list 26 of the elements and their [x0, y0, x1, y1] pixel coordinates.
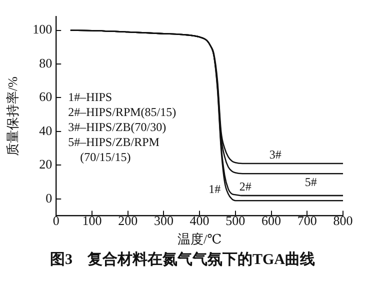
y-tick-label: 0: [46, 190, 52, 206]
x-tick-label: 800: [333, 213, 353, 228]
x-axis-title: 温度/℃: [177, 232, 222, 247]
x-tick-label: 100: [82, 213, 102, 228]
series-label: 3#: [269, 148, 282, 162]
series-label: 2#: [239, 180, 252, 194]
y-tick-label: 80: [39, 55, 52, 70]
x-tick-label: 500: [226, 213, 246, 228]
annotation: 5#–HIPS/ZB/RPM: [68, 134, 160, 149]
annotation: (70/15/15): [80, 150, 131, 164]
x-tick-label: 400: [190, 213, 210, 228]
x-tick-label: 200: [118, 213, 138, 228]
series-label: 5#: [304, 174, 317, 189]
x-tick-label: 600: [262, 213, 282, 228]
y-tick-label: 60: [39, 89, 52, 104]
y-tick-label: 40: [39, 122, 52, 138]
x-tick-label: 300: [154, 213, 174, 228]
annotation: 3#–HIPS/ZB(70/30): [68, 120, 166, 134]
y-axis-title: 质量保持率/%: [5, 76, 20, 156]
text: 图3 复合材料在氮气气氛下的TGA曲线: [48, 250, 316, 269]
annotation: 1#–HIPS: [68, 90, 112, 104]
annotation: 2#–HIPS/RPM(85/15): [68, 104, 176, 119]
series-label: 1#: [208, 182, 221, 196]
y-tick-label: 100: [32, 22, 52, 37]
y-tick-label: 20: [39, 156, 52, 172]
x-tick-label: 700: [297, 213, 317, 228]
